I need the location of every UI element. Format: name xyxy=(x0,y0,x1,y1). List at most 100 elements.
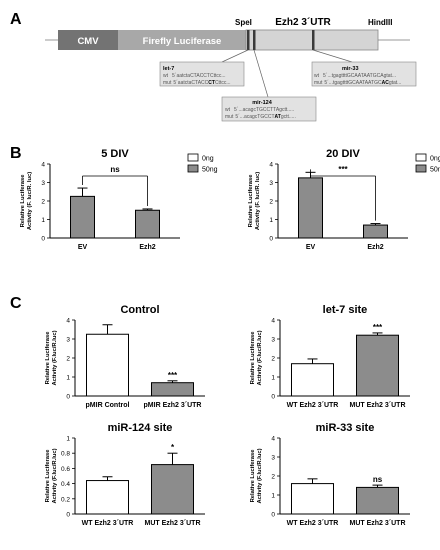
chart4-y-tick-label-1: 1 xyxy=(271,375,275,382)
panel-label-b: B xyxy=(10,145,22,162)
chart5-x-tick-label-1: MUT Ezh2 3´UTR xyxy=(145,520,201,527)
mir33-wt-label: wt xyxy=(314,73,320,79)
chart2-x-tick-label-0: EV xyxy=(306,244,316,251)
mir33-wt-seq: 5´...tgagttttGCAATAATGCAgtat... xyxy=(323,73,396,79)
let7-mut-seq-pre: 5´aatctaCTACC xyxy=(173,80,208,86)
mir33-mut-seq-bold: AC xyxy=(382,80,390,86)
chart3-x-tick-label-1: pMIR Ezh2 3´UTR xyxy=(144,402,202,409)
chart1-x-tick-label-0: EV xyxy=(78,244,88,251)
chart6-bar-0 xyxy=(291,483,334,515)
chart2-legend-swatch-0 xyxy=(415,153,427,162)
chart3-bar-1 xyxy=(151,382,194,397)
chart1-bar-0 xyxy=(70,195,95,239)
chart1-legend-swatch-0 xyxy=(187,153,199,162)
chart5-y-tick-label-3: 0.6 xyxy=(61,466,70,473)
chart4-x-tick-label-0: WT Ezh2 3´UTR xyxy=(287,402,339,409)
chart3-bar-0 xyxy=(86,333,129,397)
utr-label: Ezh2 3´UTR xyxy=(275,17,331,28)
panel-label-c: C xyxy=(10,295,22,312)
chart2-y-tick-label-1: 1 xyxy=(269,217,273,224)
chart3-annotation-1: *** xyxy=(168,371,178,380)
chart4-y-tick-label-2: 2 xyxy=(271,356,275,363)
mir33-mut-row: mut 5´...tgagttttGCAATAATGCACgtat... xyxy=(314,80,401,86)
hindiii-site-label: HindIII xyxy=(368,18,392,27)
chart3-y-label-line1: Relative Luciferase xyxy=(45,331,51,385)
chart1-y-tick-label-2: 2 xyxy=(41,199,45,206)
let7-wt-row: wt 5´aatctaCTACCTCttcc... xyxy=(163,73,226,79)
chart3-y-tick-label-4: 4 xyxy=(66,318,70,325)
chart2-y-label-line1: Relative Luciferase xyxy=(248,174,254,228)
mir124-mut-seq-pre: 5´...acagcTGCCT xyxy=(235,114,274,120)
chart1-legend-label-0: 0ng xyxy=(202,156,214,163)
site-marker-let7 xyxy=(247,30,250,50)
chart5-bar-0 xyxy=(86,480,129,515)
chart2-y-tick-label-0: 0 xyxy=(269,236,273,243)
cmv-segment xyxy=(58,30,118,50)
chart4-y-tick-label-4: 4 xyxy=(271,318,275,325)
mir33-callout-box xyxy=(311,61,417,87)
chart6-annotation-1: ns xyxy=(373,475,383,484)
chart2-y-tick-label-4: 4 xyxy=(269,162,273,169)
chart5-y-label-line2: Activity (F.luc/R.luc) xyxy=(52,448,58,503)
chart3-y-tick-label-2: 2 xyxy=(66,356,70,363)
spei-site-label: SpeI xyxy=(235,18,252,27)
mir124-mut-row: mut 5´...acagcTGCCTATgctt..... xyxy=(225,114,296,120)
chart6-x-tick-label-1: MUT Ezh2 3´UTR xyxy=(350,520,406,527)
chart6-y-label-line1: Relative Luciferase xyxy=(250,449,256,503)
mir33-mut-label: mut xyxy=(314,80,323,86)
chart2-bar-0 xyxy=(298,177,323,239)
chart5-y-tick-label-5: 1 xyxy=(66,436,70,443)
chart4-x-tick-label-1: MUT Ezh2 3´UTR xyxy=(350,402,406,409)
chart4-y-tick-label-3: 3 xyxy=(271,337,275,344)
let7-mut-seq-bold: CT xyxy=(208,80,215,86)
mir124-mut-seq-bold: AT xyxy=(275,114,281,120)
chart4-y-label-line1: Relative Luciferase xyxy=(250,331,256,385)
mir33-mut-seq-pre: 5´...tgagttttGCAATAATGC xyxy=(324,80,382,86)
chart5-y-tick-label-1: 0.2 xyxy=(61,496,70,503)
chart2-significance-label: *** xyxy=(338,165,348,174)
chart1-y-tick-label-1: 1 xyxy=(41,217,45,224)
chart3-y-tick-label-3: 3 xyxy=(66,337,70,344)
chart3-y-tick-label-1: 1 xyxy=(66,375,70,382)
mir124-mut-seq-post: gctt..... xyxy=(281,114,296,120)
chart1-y-tick-label-4: 4 xyxy=(41,162,45,169)
chart2-y-tick-label-3: 3 xyxy=(269,180,273,187)
let7-connector xyxy=(221,49,249,63)
mir124-wt-seq: 5´...acagcTGCCTTAgctt..... xyxy=(234,107,294,113)
chart4-annotation-1: *** xyxy=(373,323,383,332)
let7-mut-seq-post: Cttcc... xyxy=(215,80,231,86)
chart5-y-tick-label-0: 0 xyxy=(66,512,70,519)
chart1-x-tick-label-1: Ezh2 xyxy=(139,244,155,251)
let7-callout-title: let-7 xyxy=(163,66,174,72)
let7-wt-label: wt xyxy=(163,73,169,79)
chart5-y-tick-label-2: 0.4 xyxy=(61,481,70,488)
chart2-y-tick-label-2: 2 xyxy=(269,199,273,206)
chart5-title: miR-124 site xyxy=(108,422,173,434)
chart6-y-tick-label-4: 4 xyxy=(271,436,275,443)
site-marker-mir124 xyxy=(253,30,256,50)
mir124-mut-label: mut xyxy=(225,114,234,120)
construct-diagram: CMV Firefly Luciferase Ezh2 3´UTR SpeI H… xyxy=(45,17,417,122)
chart2-legend-label-1: 50ng xyxy=(430,167,440,174)
chart4-y-tick-label-0: 0 xyxy=(271,394,275,401)
chart3-y-tick-label-0: 0 xyxy=(66,394,70,401)
chart1-y-tick-label-3: 3 xyxy=(41,180,45,187)
mir33-wt-row: wt 5´...tgagttttGCAATAATGCAgtat... xyxy=(314,73,396,79)
chart5-annotation-1: * xyxy=(171,443,175,452)
chart1-bar-1 xyxy=(135,209,160,239)
mir124-wt-label: wt xyxy=(225,107,231,113)
luciferase-segment xyxy=(118,30,246,50)
chart3-y-label-line2: Activity (F.luc/R.luc) xyxy=(52,330,58,385)
mir124-connector xyxy=(253,49,269,98)
chart5-x-tick-label-0: WT Ezh2 3´UTR xyxy=(82,520,134,527)
chart4-title: let-7 site xyxy=(323,304,368,316)
mir33-mut-seq-post: gtat... xyxy=(389,80,402,86)
cmv-label: CMV xyxy=(77,36,99,47)
chart6-x-tick-label-0: WT Ezh2 3´UTR xyxy=(287,520,339,527)
luciferase-label: Firefly Luciferase xyxy=(143,36,222,47)
chart2-title: 20 DIV xyxy=(326,148,360,160)
chart2-legend-label-0: 0ng xyxy=(430,156,440,163)
chart2-legend-swatch-1 xyxy=(415,164,427,173)
chart6-title: miR-33 site xyxy=(316,422,375,434)
